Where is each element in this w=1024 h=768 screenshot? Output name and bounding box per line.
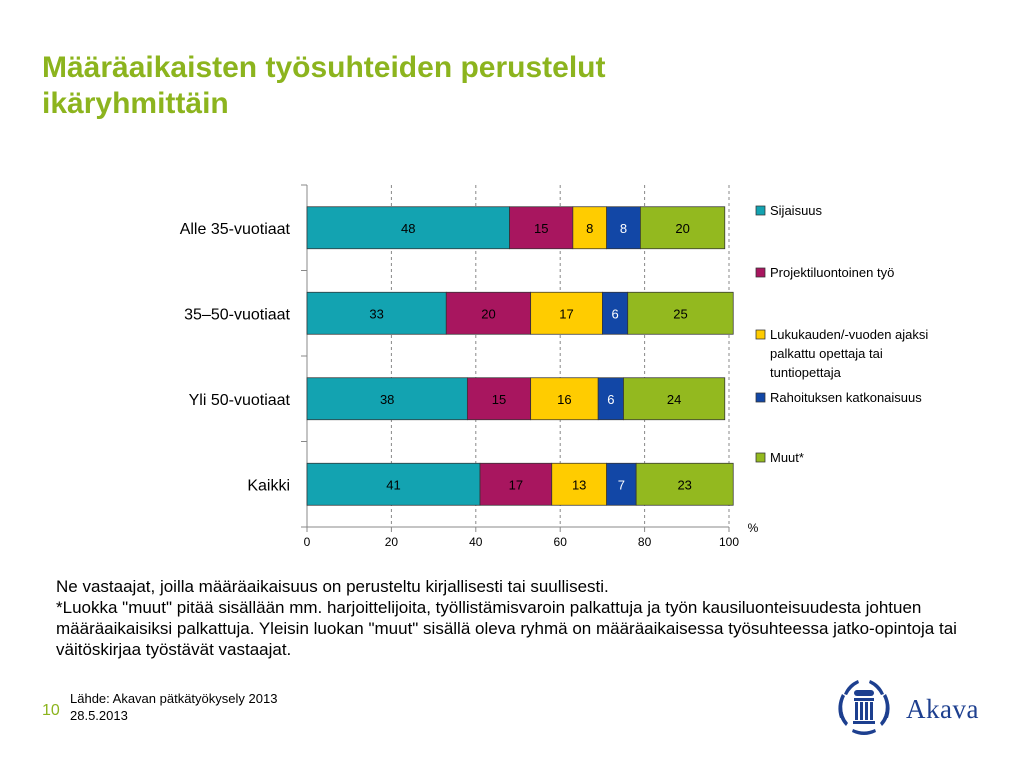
logo-wordmark: Akava: [906, 694, 979, 724]
bar-segment: [306, 377, 468, 421]
slide-title: Määräaikaisten työsuhteiden perustelut i…: [42, 51, 606, 120]
bar-segment: [602, 291, 629, 335]
data-label: 20: [481, 306, 495, 321]
legend-label: Muut*: [770, 450, 804, 465]
legend-label: Rahoituksen katkonaisuus: [770, 390, 922, 405]
data-label: 6: [611, 306, 618, 321]
bar-segment: [627, 291, 734, 335]
data-label: 6: [607, 392, 614, 407]
data-label: 8: [620, 221, 627, 236]
data-label: 17: [509, 477, 523, 492]
x-tick-label: 100: [719, 535, 739, 549]
bar-segment: [640, 206, 726, 250]
legend-label: Lukukauden/-vuoden ajaksi: [770, 327, 928, 342]
legend-swatch: [755, 452, 766, 463]
bar-segment: [445, 291, 532, 335]
data-label: 17: [559, 306, 573, 321]
bar-segment: [606, 462, 637, 506]
bar-segment: [597, 377, 624, 421]
bar-segment: [635, 462, 734, 506]
data-label: 13: [572, 477, 586, 492]
legend-swatch: [755, 267, 766, 278]
legend-label: tuntiopettaja: [770, 365, 842, 380]
data-label: 16: [557, 392, 571, 407]
bar-segment: [530, 377, 599, 421]
x-tick-label: 20: [385, 535, 399, 549]
bar-segment: [466, 377, 532, 421]
note-scope: Ne vastaajat, joilla määräaikaisuus on p…: [56, 577, 609, 596]
bar-segment: [306, 462, 481, 506]
category-label: Kaikki: [247, 477, 290, 494]
legend-label: Sijaisuus: [770, 203, 823, 218]
data-label: 41: [386, 477, 400, 492]
category-label: Alle 35-vuotiaat: [180, 221, 291, 238]
data-label: 48: [401, 221, 415, 236]
date-text: 28.5.2013: [70, 708, 128, 723]
x-tick-label: 60: [554, 535, 568, 549]
bar-segment: [572, 206, 607, 250]
legend-swatch: [755, 392, 766, 403]
source-text: Lähde: Akavan pätkätyökysely 2013: [70, 691, 278, 706]
x-tick-label: 0: [304, 535, 311, 549]
legend-label: palkattu opettaja tai: [770, 346, 883, 361]
bar-segment: [306, 206, 510, 250]
data-label: 38: [380, 392, 394, 407]
note-muut-definition: *Luokka "muut" pitää sisällään mm. harjo…: [56, 598, 957, 659]
legend-swatch: [755, 329, 766, 340]
category-label: Yli 50-vuotiaat: [189, 392, 291, 409]
bar-segment: [606, 206, 641, 250]
data-label: 15: [492, 392, 506, 407]
data-label: 8: [586, 221, 593, 236]
data-label: 7: [618, 477, 625, 492]
bar-segment: [306, 291, 447, 335]
data-label: 23: [677, 477, 691, 492]
akava-logo: [838, 680, 890, 735]
x-unit-label: %: [748, 521, 759, 535]
data-label: 20: [675, 221, 689, 236]
bar-segment: [530, 291, 603, 335]
data-label: 33: [369, 306, 383, 321]
bar-segment: [551, 462, 607, 506]
data-label: 25: [673, 306, 687, 321]
page-number: 10: [42, 702, 60, 719]
data-label: 24: [667, 392, 681, 407]
x-tick-label: 80: [638, 535, 652, 549]
notes: Ne vastaajat, joilla määräaikaisuus on p…: [56, 576, 976, 660]
category-label: 35–50-vuotiaat: [184, 306, 290, 323]
legend-label: Projektiluontoinen työ: [770, 265, 894, 280]
data-label: 15: [534, 221, 548, 236]
bar-segment: [623, 377, 726, 421]
legend-swatch: [755, 205, 766, 216]
bar-segment: [509, 206, 574, 250]
footer-source: Lähde: Akavan pätkätyökysely 2013 28.5.2…: [70, 690, 277, 724]
legend: Sijaisuus Projektiluontoinen työ Lukukaude…: [755, 203, 928, 465]
x-tick-label: 40: [469, 535, 483, 549]
bars: 48 15 8 8 20 33 20 17 6 25 38 15 16 6 24 41 17 13 7 23: [306, 206, 734, 506]
